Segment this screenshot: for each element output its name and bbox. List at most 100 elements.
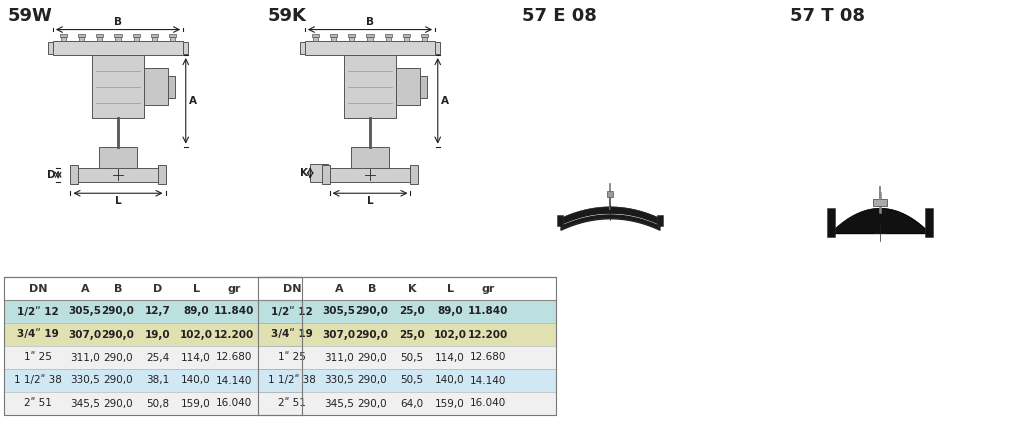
- Text: 159,0: 159,0: [435, 399, 465, 408]
- Text: 305,5: 305,5: [323, 306, 355, 317]
- Text: 290,0: 290,0: [101, 306, 134, 317]
- Text: D: D: [47, 170, 55, 180]
- Text: 3/4ʺ 19: 3/4ʺ 19: [271, 329, 313, 340]
- Bar: [435, 42, 440, 54]
- Bar: [97, 37, 102, 41]
- Bar: [116, 37, 121, 41]
- Bar: [47, 42, 53, 54]
- Text: 1/2ʺ 12: 1/2ʺ 12: [17, 306, 58, 317]
- Text: 114,0: 114,0: [181, 352, 211, 363]
- Bar: [4, 323, 302, 346]
- Text: 290,0: 290,0: [103, 352, 133, 363]
- Bar: [115, 34, 122, 37]
- Text: 305,5: 305,5: [69, 306, 101, 317]
- Text: 64,0: 64,0: [400, 399, 424, 408]
- Text: 50,8: 50,8: [146, 399, 170, 408]
- Text: L: L: [367, 196, 374, 206]
- Text: 12,7: 12,7: [145, 306, 171, 317]
- Bar: [92, 55, 143, 119]
- Text: 290,0: 290,0: [103, 375, 133, 385]
- Bar: [350, 146, 389, 171]
- Bar: [152, 37, 157, 41]
- Bar: [305, 41, 435, 55]
- Text: 14.140: 14.140: [216, 375, 252, 385]
- Bar: [60, 34, 67, 37]
- Text: A: A: [81, 284, 89, 294]
- Text: 330,5: 330,5: [70, 375, 100, 385]
- Bar: [133, 37, 139, 41]
- Bar: [348, 34, 355, 37]
- Text: A: A: [441, 96, 450, 106]
- Bar: [258, 392, 556, 415]
- Text: 159,0: 159,0: [181, 399, 211, 408]
- Bar: [925, 208, 933, 237]
- Text: 50,5: 50,5: [400, 352, 424, 363]
- Text: L: L: [446, 284, 454, 294]
- Text: K: K: [408, 284, 416, 294]
- Bar: [323, 165, 330, 184]
- Bar: [402, 34, 410, 37]
- Bar: [78, 168, 159, 182]
- Bar: [367, 34, 374, 37]
- Bar: [330, 34, 337, 37]
- Text: DN: DN: [283, 284, 301, 294]
- Bar: [258, 346, 556, 369]
- Bar: [4, 369, 302, 392]
- Bar: [96, 34, 103, 37]
- Bar: [4, 277, 302, 415]
- Bar: [258, 323, 556, 346]
- Bar: [53, 41, 183, 55]
- Bar: [4, 300, 302, 323]
- Text: L: L: [193, 284, 200, 294]
- Bar: [143, 68, 168, 105]
- Bar: [826, 208, 836, 237]
- Bar: [656, 215, 664, 226]
- Bar: [422, 37, 427, 41]
- Bar: [4, 346, 302, 369]
- Text: 25,0: 25,0: [399, 329, 425, 340]
- Bar: [168, 76, 175, 98]
- Text: 114,0: 114,0: [435, 352, 465, 363]
- Text: 1ʺ 25: 1ʺ 25: [24, 352, 52, 363]
- Text: 290,0: 290,0: [357, 399, 387, 408]
- Text: 89,0: 89,0: [437, 306, 463, 317]
- Text: 59K: 59K: [268, 7, 307, 25]
- Bar: [331, 37, 336, 41]
- Text: B: B: [114, 284, 122, 294]
- Text: 16.040: 16.040: [470, 399, 506, 408]
- Bar: [312, 34, 318, 37]
- Text: 59W: 59W: [8, 7, 53, 25]
- Text: 11.840: 11.840: [214, 306, 254, 317]
- Text: 307,0: 307,0: [69, 329, 101, 340]
- Bar: [170, 37, 175, 41]
- Text: 57 E 08: 57 E 08: [522, 7, 597, 25]
- Bar: [258, 369, 556, 392]
- Text: 12.200: 12.200: [468, 329, 508, 340]
- Text: 57 T 08: 57 T 08: [790, 7, 865, 25]
- Bar: [169, 34, 176, 37]
- Text: 1ʺ 25: 1ʺ 25: [279, 352, 306, 363]
- Text: A: A: [189, 96, 198, 106]
- Text: 11.840: 11.840: [468, 306, 508, 317]
- Text: 307,0: 307,0: [323, 329, 355, 340]
- Bar: [258, 277, 556, 415]
- Text: 140,0: 140,0: [181, 375, 211, 385]
- Text: 1/2ʺ 12: 1/2ʺ 12: [271, 306, 313, 317]
- Text: B: B: [368, 284, 376, 294]
- Text: 345,5: 345,5: [70, 399, 100, 408]
- Text: 290,0: 290,0: [355, 306, 388, 317]
- Bar: [420, 76, 427, 98]
- Bar: [395, 68, 420, 105]
- Text: 102,0: 102,0: [179, 329, 213, 340]
- Bar: [183, 42, 188, 54]
- Text: 345,5: 345,5: [324, 399, 354, 408]
- Bar: [349, 37, 354, 41]
- Text: 16.040: 16.040: [216, 399, 252, 408]
- Text: B: B: [114, 17, 122, 27]
- Bar: [421, 34, 428, 37]
- Text: 311,0: 311,0: [325, 352, 354, 363]
- Text: D: D: [154, 284, 163, 294]
- Bar: [557, 215, 563, 226]
- Text: 290,0: 290,0: [101, 329, 134, 340]
- Text: 50,5: 50,5: [400, 375, 424, 385]
